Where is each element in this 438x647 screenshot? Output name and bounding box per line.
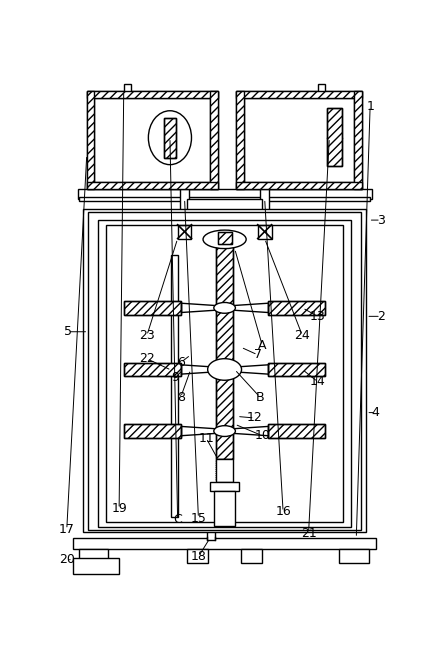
FancyBboxPatch shape <box>106 226 343 522</box>
Text: 10: 10 <box>254 429 270 442</box>
Ellipse shape <box>207 358 241 380</box>
FancyBboxPatch shape <box>79 549 108 563</box>
FancyBboxPatch shape <box>98 220 350 527</box>
Text: 1: 1 <box>365 100 373 113</box>
Text: 5: 5 <box>64 325 71 338</box>
Text: 6: 6 <box>177 356 184 369</box>
Text: 17: 17 <box>59 523 74 536</box>
Text: 22: 22 <box>139 352 154 365</box>
Text: 24: 24 <box>294 329 310 342</box>
FancyBboxPatch shape <box>78 190 371 199</box>
FancyBboxPatch shape <box>163 118 176 158</box>
FancyBboxPatch shape <box>87 91 217 98</box>
Text: 8: 8 <box>177 391 184 404</box>
Ellipse shape <box>148 111 191 164</box>
Text: 21: 21 <box>300 527 316 540</box>
FancyBboxPatch shape <box>243 98 353 182</box>
FancyBboxPatch shape <box>267 424 325 438</box>
FancyBboxPatch shape <box>236 91 243 190</box>
Text: C: C <box>173 513 182 526</box>
Text: 9: 9 <box>171 371 179 384</box>
FancyBboxPatch shape <box>217 232 231 244</box>
FancyBboxPatch shape <box>206 530 214 540</box>
FancyBboxPatch shape <box>73 538 375 549</box>
Text: 16: 16 <box>275 505 290 518</box>
FancyBboxPatch shape <box>209 91 217 190</box>
FancyBboxPatch shape <box>259 190 268 232</box>
FancyBboxPatch shape <box>171 255 177 516</box>
FancyBboxPatch shape <box>326 109 342 166</box>
Text: 12: 12 <box>246 411 262 424</box>
FancyBboxPatch shape <box>124 301 181 315</box>
FancyBboxPatch shape <box>79 197 369 201</box>
FancyBboxPatch shape <box>124 424 181 438</box>
FancyBboxPatch shape <box>73 558 119 573</box>
Ellipse shape <box>213 303 235 313</box>
FancyBboxPatch shape <box>317 84 325 93</box>
Text: 7: 7 <box>253 348 261 361</box>
FancyBboxPatch shape <box>187 549 208 563</box>
FancyBboxPatch shape <box>215 243 233 459</box>
Text: 20: 20 <box>59 553 74 566</box>
Ellipse shape <box>203 230 246 248</box>
FancyBboxPatch shape <box>215 459 233 482</box>
FancyBboxPatch shape <box>83 208 365 532</box>
Text: B: B <box>255 391 264 404</box>
FancyBboxPatch shape <box>180 190 189 232</box>
Text: 3: 3 <box>376 214 384 226</box>
FancyBboxPatch shape <box>267 362 325 377</box>
FancyBboxPatch shape <box>353 91 361 190</box>
FancyBboxPatch shape <box>124 84 131 93</box>
FancyBboxPatch shape <box>209 482 239 491</box>
Text: 4: 4 <box>371 406 378 419</box>
FancyBboxPatch shape <box>124 362 181 377</box>
FancyBboxPatch shape <box>87 182 217 190</box>
FancyBboxPatch shape <box>236 91 361 190</box>
FancyBboxPatch shape <box>187 199 262 220</box>
Text: 14: 14 <box>309 375 325 388</box>
FancyBboxPatch shape <box>87 91 217 190</box>
FancyBboxPatch shape <box>94 98 209 182</box>
Text: 19: 19 <box>111 502 127 516</box>
FancyBboxPatch shape <box>87 91 94 190</box>
FancyBboxPatch shape <box>213 491 235 526</box>
Text: 15: 15 <box>190 512 206 525</box>
Text: A: A <box>258 339 266 352</box>
Text: 13: 13 <box>309 310 325 323</box>
Ellipse shape <box>213 426 235 437</box>
FancyBboxPatch shape <box>88 212 360 530</box>
Ellipse shape <box>213 364 235 375</box>
FancyBboxPatch shape <box>267 301 325 315</box>
FancyBboxPatch shape <box>236 91 361 98</box>
FancyBboxPatch shape <box>236 182 361 190</box>
Text: 2: 2 <box>376 310 384 323</box>
FancyBboxPatch shape <box>217 232 231 244</box>
Text: 18: 18 <box>190 550 206 563</box>
Text: 23: 23 <box>139 329 154 342</box>
FancyBboxPatch shape <box>339 549 368 563</box>
Text: 11: 11 <box>198 432 213 444</box>
FancyBboxPatch shape <box>240 549 262 563</box>
